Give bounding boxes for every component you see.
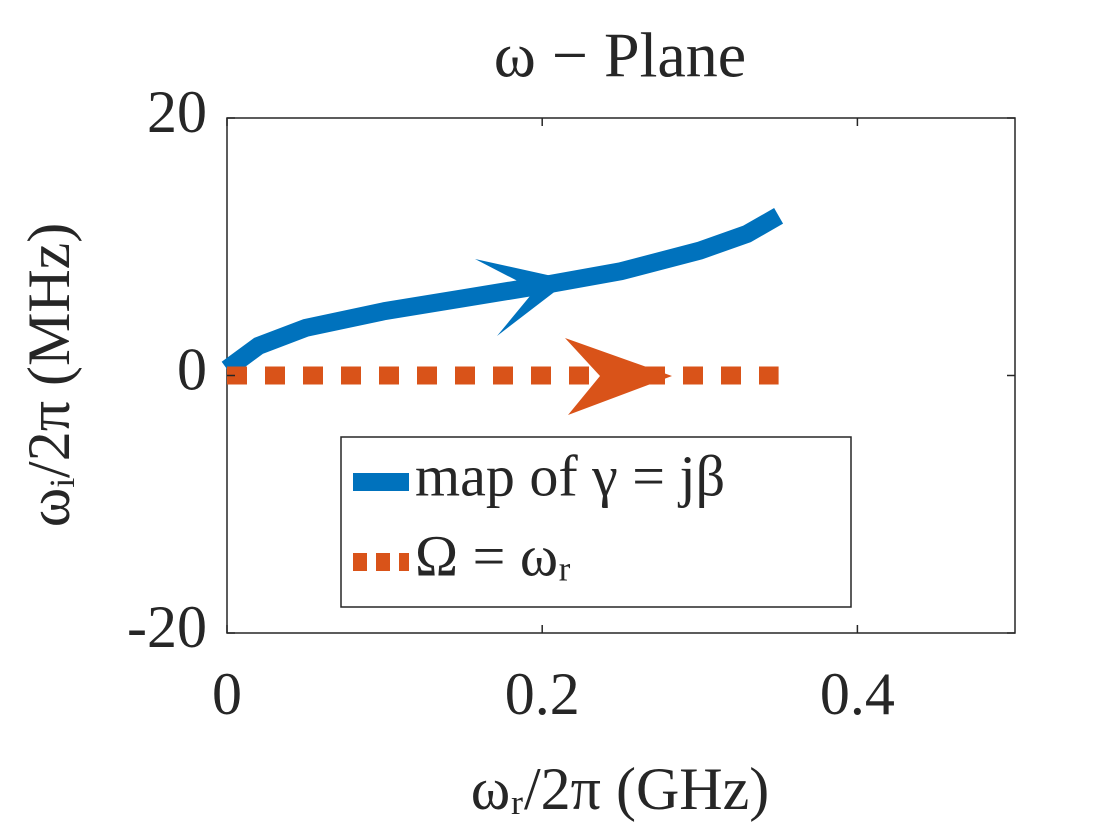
legend-label: Ω = ωᵣ [415,523,571,588]
x-axis-label: ωᵣ/2π (GHz) [471,756,769,822]
data-line [221,208,784,377]
legend-box [340,436,852,608]
legend-label: map of γ = jβ [415,443,725,508]
x-tick-label: 0.4 [820,661,895,727]
y-tick-label: 0 [177,336,207,402]
chart-title: ω − Plane [494,20,746,91]
legend: map of γ = jβ Ω = ωᵣ [340,436,852,608]
y-axis-label: ωᵢ/2π (MHz) [16,223,82,528]
y-tick-label: 20 [147,79,207,145]
x-tick-label: 0.2 [505,661,580,727]
direction-arrow [565,338,672,415]
y-tick-label: -20 [127,594,207,660]
direction-arrow [475,259,570,336]
plot-area [221,208,784,385]
x-tick-label: 0 [212,661,242,727]
